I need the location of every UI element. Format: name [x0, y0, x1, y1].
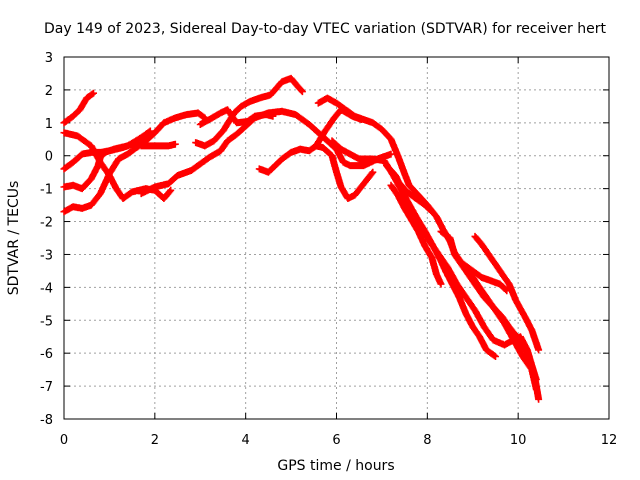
data-layer: [60, 74, 543, 403]
data-point-markers: [242, 111, 277, 127]
y-tick-label: -3: [40, 248, 53, 263]
data-point-markers: [312, 106, 365, 150]
series-track-18: [437, 227, 540, 383]
data-point-markers: [387, 181, 445, 288]
series-track-19: [471, 232, 543, 354]
series-track-10: [242, 111, 277, 127]
y-tick-label: 0: [45, 150, 53, 165]
data-point-markers: [60, 89, 97, 127]
y-tick-label: -1: [40, 183, 53, 198]
y-tick-label: -4: [40, 281, 53, 296]
series-track-16: [387, 181, 445, 288]
data-point-markers: [437, 227, 540, 383]
data-point-markers: [137, 140, 179, 150]
chart-title: Day 149 of 2023, Sidereal Day-to-day VTE…: [44, 21, 606, 37]
y-tick-label: -8: [40, 413, 53, 428]
x-tick-label: 6: [332, 433, 340, 448]
y-axis-label: SDTVAR / TECUs: [6, 181, 22, 296]
x-tick-label: 0: [60, 433, 68, 448]
data-point-markers: [383, 162, 499, 360]
y-tick-label: -7: [40, 380, 53, 395]
x-tick-label: 12: [601, 433, 618, 448]
data-point-markers: [392, 175, 436, 216]
data-point-markers: [192, 74, 306, 150]
series-track-04: [60, 139, 141, 173]
series-track-08: [192, 74, 306, 150]
data-point-markers: [255, 142, 377, 202]
y-tick-label: 1: [45, 117, 53, 132]
series-track-12: [312, 106, 365, 150]
series-track-11: [255, 142, 377, 202]
data-point-markers: [471, 232, 543, 354]
x-tick-label: 8: [423, 433, 431, 448]
y-tick-label: -6: [40, 347, 53, 362]
data-point-markers: [60, 139, 141, 173]
series-track-05: [60, 109, 209, 216]
y-tick-label: 3: [45, 51, 53, 66]
series-track-20: [460, 260, 511, 295]
series-track-15: [383, 162, 499, 360]
data-point-markers: [60, 109, 209, 216]
series-track-17: [392, 175, 436, 216]
series-track-07: [137, 107, 395, 198]
series-track-06: [137, 140, 179, 150]
y-tick-label: 2: [45, 84, 53, 99]
y-tick-label: -2: [40, 216, 53, 231]
y-tick-label: -5: [40, 314, 53, 329]
x-tick-label: 10: [510, 433, 527, 448]
x-axis-label: GPS time / hours: [277, 458, 394, 474]
series-track-01: [60, 89, 97, 127]
data-point-markers: [460, 260, 511, 295]
data-point-markers: [137, 107, 395, 198]
x-tick-label: 4: [242, 433, 250, 448]
x-tick-label: 2: [151, 433, 159, 448]
